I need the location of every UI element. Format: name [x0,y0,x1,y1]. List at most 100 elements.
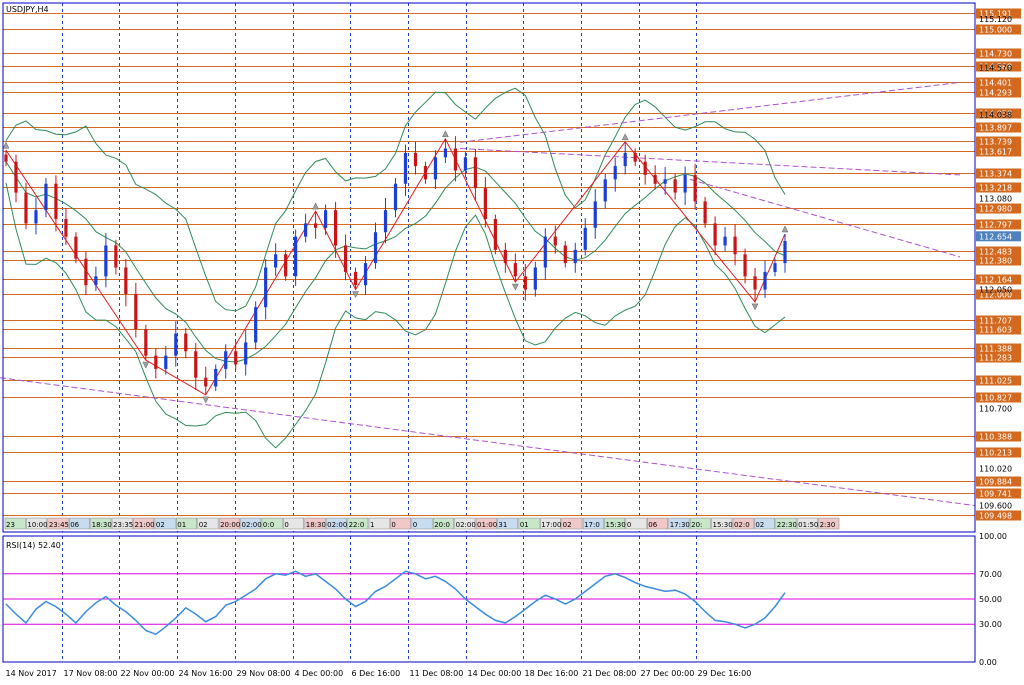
price-level-value: 112.000 [979,291,1012,300]
price-level-value: 109.498 [979,512,1012,521]
price-level-tag [976,431,1021,442]
session-label: 23 [6,521,15,529]
time-tick-label: 14 Nov 2017 [6,669,57,678]
trendline-dashed [0,377,976,507]
price-axis: 115.191 115.000 114.730 114.588 114.401114.2… [976,8,1021,521]
session-label: 0 [627,521,631,529]
price-level-value: 111.283 [979,354,1012,363]
price-level-value: 113.897 [979,124,1012,133]
session-label: 0 [391,521,395,529]
session-label-box [540,517,561,530]
candle-body [723,236,727,246]
session-label: 01:50 [798,521,818,529]
candle-body [343,245,348,272]
session-label-box [240,517,262,530]
session-label-box [47,517,69,530]
session-label-box [604,517,626,530]
candle-body [363,263,368,286]
session-label-box [411,517,433,530]
candle-body [214,368,218,387]
fractal-down-marker [751,303,759,311]
candle-body [603,179,607,202]
price-level-value: 112.980 [979,205,1012,214]
candle-body [224,351,228,369]
candles [4,136,787,395]
candle-body [4,154,8,162]
session-label: 02 [563,521,572,529]
overlays [0,81,976,507]
session-label: 01 [520,521,529,529]
candle-body [473,157,477,189]
time-tick-label: 6 Dec 16:00 [352,669,401,678]
price-level-tag [976,324,1021,335]
price-level-tag [976,343,1021,354]
candle-body [483,188,487,220]
candle-body [264,267,268,308]
session-label: 22:0 [349,521,365,529]
candle-body [423,166,428,180]
candle-body [543,236,547,268]
trendline-dashed [459,81,961,143]
candle-body [393,183,398,211]
zigzag-line [5,137,786,396]
price-level-tag [976,122,1021,133]
session-label: 02 [755,521,764,529]
price-level-tag [976,352,1021,363]
session-label-box [26,517,48,530]
candle-body [174,333,178,356]
candle-body [194,351,198,378]
price-level-value: 110.827 [979,394,1012,403]
candle-body [144,329,148,356]
price-levels [3,13,975,516]
candle-body [653,174,657,184]
price-level-tag [976,289,1021,300]
candle-body [443,148,448,158]
session-label-box [176,517,197,530]
candle-body [154,355,158,369]
price-level-value: 111.707 [979,317,1012,326]
price-level-tag [976,203,1021,214]
candle-body [24,192,28,224]
candle-body [503,249,507,264]
price-axis-tick: 114.038 [979,110,1012,119]
candle-body [463,157,468,171]
candle-body [583,227,587,250]
price-level-value: 112.380 [979,257,1012,266]
price-level-tag [976,77,1021,88]
candle-body [284,254,288,277]
time-axis: 14 Nov 2017 17 Nov 08:00 22 Nov 00:00 24 No… [6,669,752,678]
session-label-box [368,517,390,530]
session-label: 20:00 [220,521,240,529]
price-level-tag [976,61,1021,72]
price-level-tag [976,108,1021,119]
price-level-value: 111.025 [979,377,1012,386]
candle-body [433,157,438,180]
fractal-up-marker [621,133,629,141]
time-tick-label: 14 Dec 00:00 [468,669,522,678]
session-label: 17:0 [584,521,600,529]
session-label: 18:30 [92,521,112,529]
current-price-value: 112.654 [979,232,1012,241]
price-level-tag [976,8,1021,19]
candle-body [124,267,128,294]
session-bar: 23 10:00 23:45 06 18:30 23:35 21:00 02 01 02 20:00… [4,517,840,530]
fractal-down-marker [352,291,359,299]
candle-body [703,201,707,224]
candle-body [753,276,757,290]
price-level-value: 115.000 [979,26,1012,35]
session-label-box [432,517,454,530]
candle-body [64,219,68,237]
session-label-box [561,517,583,530]
candle-body [353,271,358,286]
session-label: 23:35 [113,521,133,529]
session-label: 02:00 [456,521,476,529]
candle-body [573,249,577,264]
price-level-tag [976,375,1021,386]
time-tick-label: 4 Dec 00:00 [295,669,344,678]
candle-body [663,179,667,184]
price-axis-tick: 114.570 [979,63,1012,72]
session-label: 15:30 [605,521,625,529]
fractal-down-marker [142,361,150,369]
price-level-value: 111.603 [979,326,1012,335]
